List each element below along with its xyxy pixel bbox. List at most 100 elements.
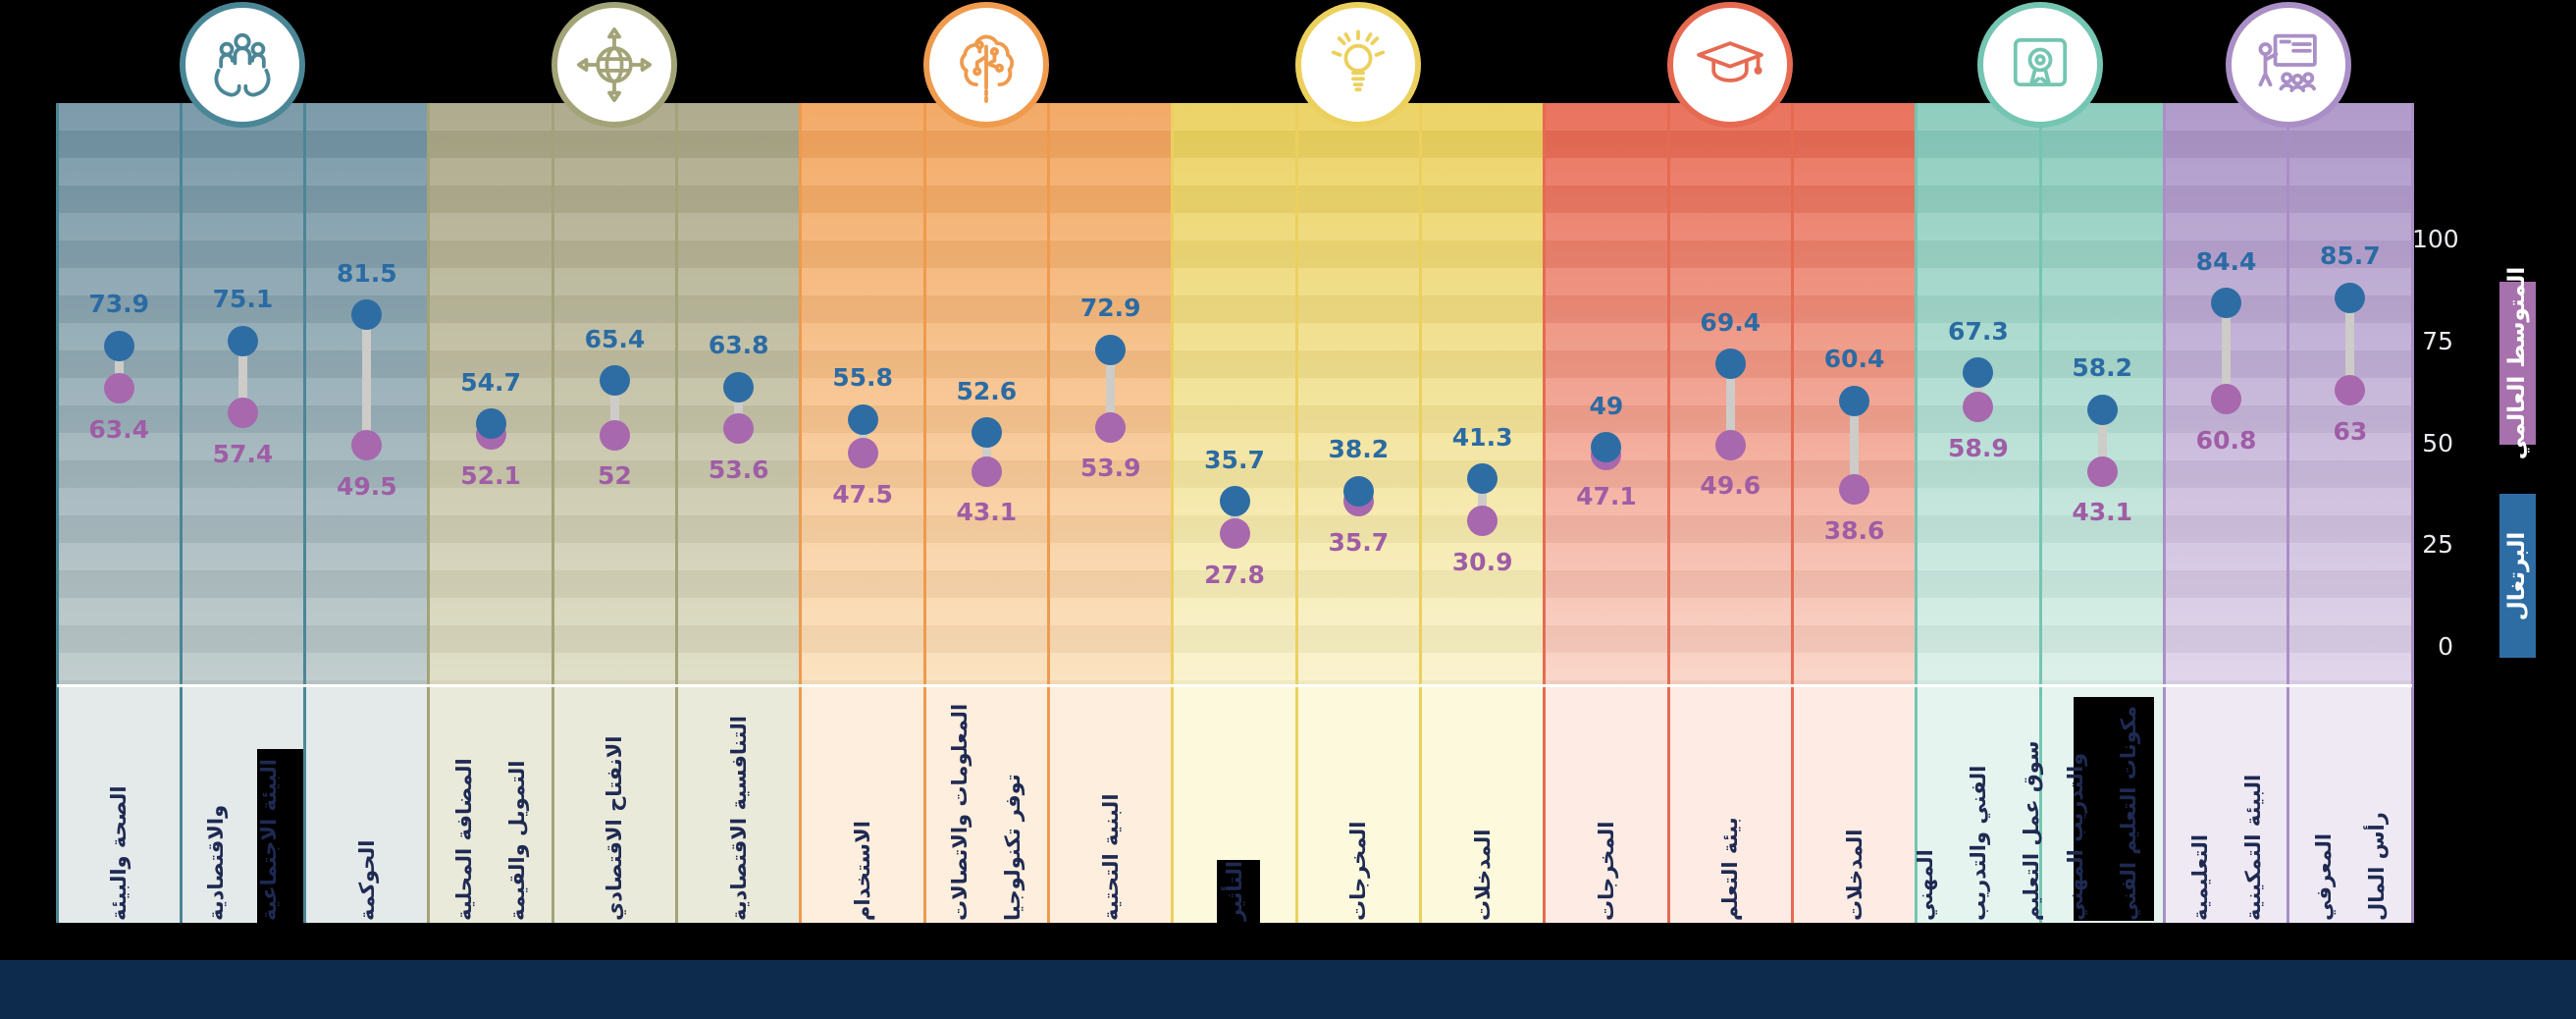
world-avg-dot[interactable] — [723, 413, 755, 445]
category-label: المعلومات والاتصالات توفر تكنولوجيا — [924, 687, 1048, 923]
world-avg-dot[interactable] — [1219, 518, 1250, 550]
world-avg-dot[interactable] — [2086, 456, 2118, 487]
dumbbell-connector — [362, 314, 372, 446]
world-avg-dot[interactable] — [1467, 506, 1498, 537]
category-label: الانفتاح الاقتصادي — [552, 687, 676, 923]
category-label-text: التنافسية الاقتصادية — [726, 716, 751, 921]
category-label-text: الحوكمة — [354, 839, 379, 921]
category-label: البنية التحتية — [1049, 687, 1173, 923]
portugal-dot[interactable] — [1963, 357, 1994, 389]
dumbbell-connector — [858, 419, 867, 454]
world-avg-dot[interactable] — [103, 373, 134, 404]
world-avg-dot[interactable] — [351, 430, 383, 461]
world-avg-dot[interactable] — [1095, 411, 1127, 443]
category-highlight-box[interactable] — [257, 749, 303, 923]
portugal-value-label: 73.9 — [88, 290, 149, 319]
category-label-text: التعليمية البيئة التمكينية — [2187, 774, 2265, 921]
column-separator — [551, 103, 554, 923]
world-avg-value-label: 30.9 — [1451, 547, 1513, 576]
portugal-dot[interactable] — [103, 330, 134, 361]
dumbbell-connector — [114, 346, 124, 389]
portugal-dot[interactable] — [227, 325, 258, 356]
world-avg-dot[interactable] — [1839, 474, 1870, 506]
category-label: الحوكمة — [305, 687, 429, 923]
y-axis-tick-label: 0 — [2438, 632, 2453, 661]
legend-portugal[interactable]: البرتغال — [2499, 494, 2536, 658]
world-avg-value-label: 52.1 — [460, 460, 521, 490]
column-separator — [1047, 103, 1051, 923]
world-avg-dot[interactable] — [1963, 392, 1994, 423]
portugal-dot[interactable] — [2086, 394, 2118, 425]
portugal-dot[interactable] — [1219, 486, 1250, 517]
world-avg-value-label: 47.5 — [832, 479, 893, 509]
column-separator — [2287, 103, 2290, 923]
classroom-presentation-icon — [2225, 2, 2351, 128]
portugal-dot[interactable] — [847, 403, 878, 435]
portugal-value-label: 35.7 — [1204, 445, 1265, 474]
category-label-text: المعرفي رأس المال — [2311, 812, 2389, 921]
world-avg-value-label: 58.9 — [1948, 433, 2009, 462]
portugal-dot[interactable] — [1591, 432, 1622, 463]
portugal-dot[interactable] — [351, 299, 383, 331]
column-separator — [427, 103, 431, 923]
world-avg-value-label: 43.1 — [956, 498, 1018, 527]
world-avg-dot[interactable] — [599, 419, 630, 451]
portugal-dot[interactable] — [2211, 288, 2242, 319]
world-avg-dot[interactable] — [227, 398, 258, 429]
portugal-value-label: 84.4 — [2195, 246, 2257, 276]
category-label-text: المخرجات — [1594, 821, 1618, 921]
portugal-dot[interactable] — [599, 365, 630, 397]
portugal-value-label: 49 — [1589, 391, 1624, 420]
legend-world-average[interactable]: المتوسط العالمي — [2499, 267, 2536, 459]
category-label-text: المهني الفني والتدريب سوق عمل التعليم — [1913, 740, 2043, 921]
portugal-value-label: 75.1 — [212, 285, 274, 314]
category-label: المعرفي رأس المال — [2288, 687, 2412, 923]
column-separator — [1666, 103, 1670, 923]
portugal-dot[interactable] — [2335, 282, 2366, 313]
world-avg-dot[interactable] — [2211, 384, 2242, 415]
portugal-dot[interactable] — [1839, 385, 1870, 416]
dumbbell-connector — [1850, 401, 1860, 490]
category-label-text: المضافة المحلية التمويل والقيمة — [452, 758, 530, 921]
dumbbell-connector — [981, 432, 991, 472]
portugal-dot[interactable] — [1467, 463, 1498, 495]
dumbbell-connector — [1478, 478, 1488, 521]
portugal-dot[interactable] — [1714, 349, 1746, 380]
portugal-value-label: 67.3 — [1948, 316, 2009, 346]
world-avg-value-label: 60.8 — [2195, 425, 2257, 455]
portugal-dot[interactable] — [475, 408, 506, 440]
column-separator — [179, 103, 183, 923]
category-label-text: الصحة والبيئة — [107, 785, 131, 921]
y-axis-tick-label: 100 — [2412, 225, 2459, 253]
category-label: المخرجات — [1545, 687, 1668, 923]
category-label: الصحة والبيئة — [57, 687, 181, 923]
world-avg-dot[interactable] — [2335, 375, 2366, 406]
category-label-text: الانفتاح الاقتصادي — [603, 735, 627, 922]
dumbbell-connector — [609, 380, 619, 436]
y-axis-tick-label: 50 — [2422, 428, 2453, 457]
world-avg-dot[interactable] — [1714, 429, 1746, 460]
dumbbell-connector — [237, 341, 247, 413]
portugal-dot[interactable] — [1095, 334, 1127, 365]
portugal-value-label: 72.9 — [1079, 294, 1141, 323]
portugal-dot[interactable] — [723, 371, 755, 402]
world-avg-dot[interactable] — [847, 438, 878, 469]
footer-bar — [0, 960, 2576, 1019]
portugal-dot[interactable] — [971, 417, 1002, 449]
portugal-dot[interactable] — [1342, 475, 1374, 507]
category-label: التعليمية البيئة التمكينية — [2164, 687, 2287, 923]
column-separator — [1915, 103, 1919, 923]
world-avg-value-label: 27.8 — [1204, 560, 1265, 589]
category-label-background — [800, 687, 1173, 923]
column-separator — [675, 103, 679, 923]
category-highlight-box[interactable] — [1217, 860, 1260, 923]
category-label-text: المخرجات — [1346, 821, 1371, 921]
category-label: التأثير — [1173, 687, 1296, 923]
certificate-badge-icon — [1977, 2, 2104, 128]
world-avg-dot[interactable] — [971, 456, 1002, 487]
category-label-text: المدخلات — [1470, 829, 1495, 921]
portugal-value-label: 81.5 — [336, 258, 397, 288]
dumbbell-connector — [1973, 372, 1983, 407]
category-highlight-box[interactable] — [2074, 697, 2154, 921]
